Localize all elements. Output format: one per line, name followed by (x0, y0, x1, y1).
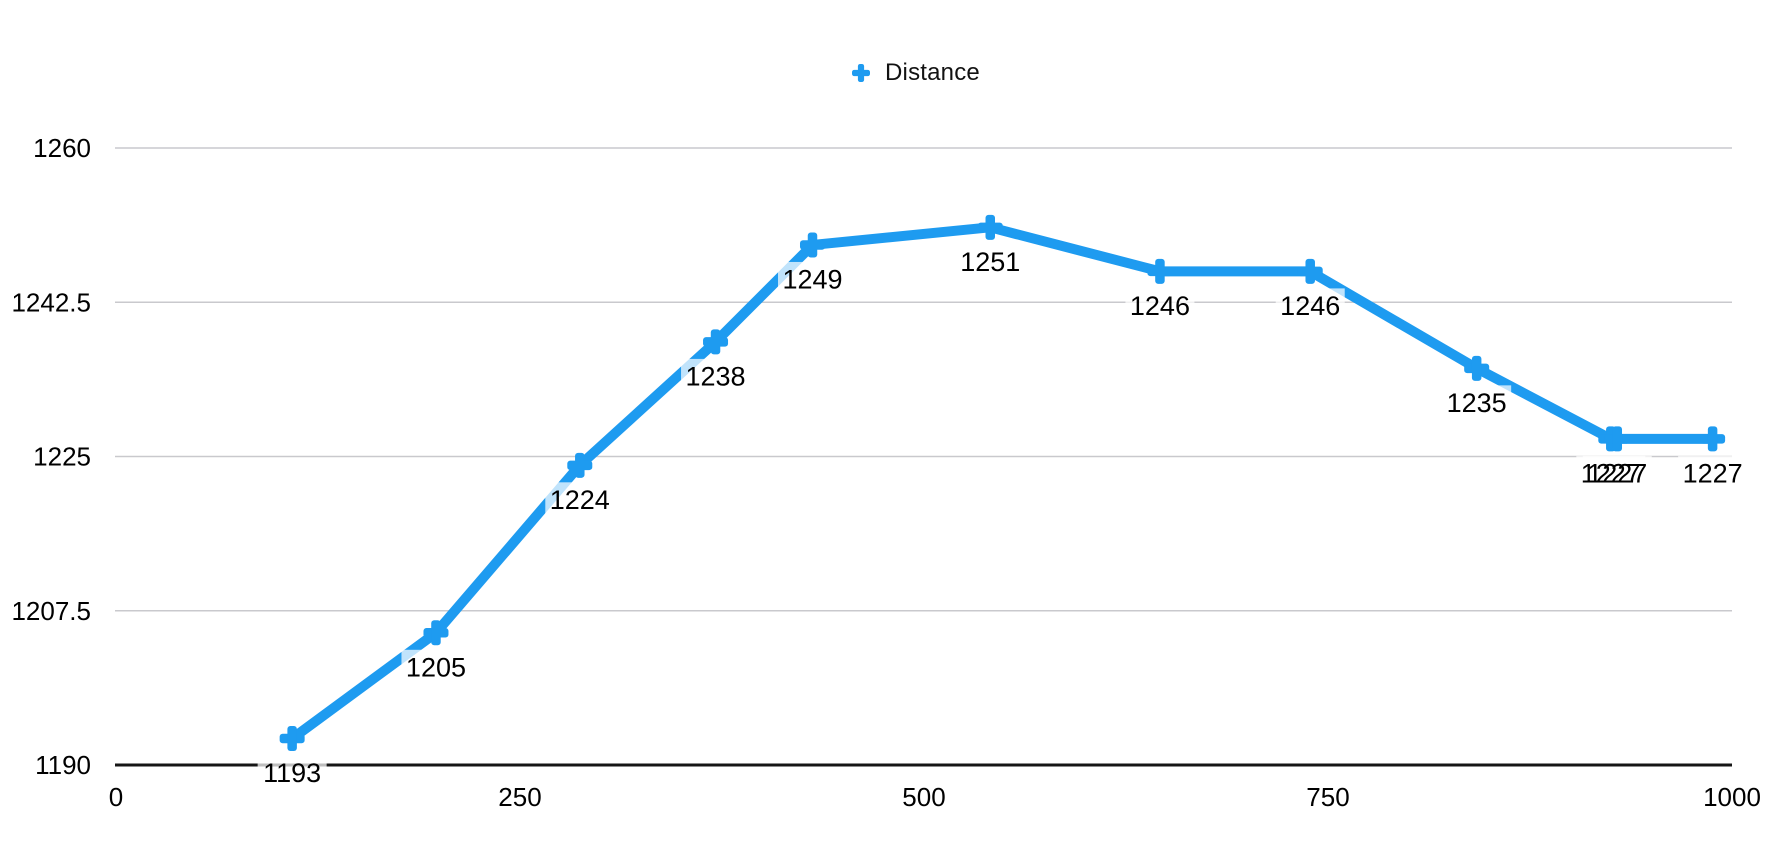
plus-marker-icon (852, 64, 870, 82)
legend-label: Distance (885, 59, 980, 86)
data-label: 1205 (406, 652, 466, 682)
plus-marker (1155, 258, 1165, 284)
data-label: 1227 (1581, 458, 1641, 488)
plus-marker (807, 232, 818, 258)
chart-legend: Distance (852, 58, 980, 88)
data-label: 1238 (685, 361, 745, 391)
plus-marker (287, 726, 297, 752)
plus-marker (575, 452, 585, 478)
data-label: 1246 (1130, 291, 1190, 321)
data-label: 1227 (1587, 458, 1647, 488)
data-label-background (257, 755, 327, 790)
data-label-background (1678, 455, 1748, 490)
data-label-background (955, 244, 1025, 279)
plus-marker (1305, 258, 1315, 284)
x-tick-label: 0 (109, 782, 123, 812)
series-line (287, 222, 1718, 744)
data-label-background (1582, 455, 1652, 490)
data-label-background (777, 261, 847, 296)
plus-marker (431, 620, 441, 646)
y-tick-label: 1190 (35, 750, 91, 780)
data-label-background (1275, 288, 1345, 323)
data-label-background (545, 482, 615, 517)
x-tick-label: 750 (1306, 782, 1349, 812)
data-label: 1235 (1447, 388, 1507, 418)
data-label-background (681, 358, 751, 393)
y-tick-label: 1260 (33, 133, 91, 163)
data-label-background (1125, 288, 1195, 323)
plus-marker (1707, 426, 1718, 452)
plus-marker (710, 329, 721, 355)
y-tick-label: 1225 (33, 442, 91, 472)
x-tick-label: 250 (498, 782, 541, 812)
plus-marker (1471, 355, 1482, 381)
data-label: 1249 (782, 264, 842, 294)
x-tick-label: 500 (902, 782, 945, 812)
data-label: 1224 (550, 485, 610, 515)
plus-marker (985, 214, 996, 240)
x-tick-label: 1000 (1703, 782, 1761, 812)
y-tick-label: 1207.5 (11, 596, 91, 626)
data-label: 1246 (1280, 291, 1340, 321)
data-label-background (1442, 385, 1512, 420)
data-label: 1193 (263, 758, 321, 788)
data-label-background (401, 649, 471, 684)
plus-marker (1612, 426, 1623, 452)
data-label: 1251 (960, 247, 1020, 277)
data-label: 1227 (1683, 458, 1743, 488)
y-tick-label: 1242.5 (11, 287, 91, 317)
